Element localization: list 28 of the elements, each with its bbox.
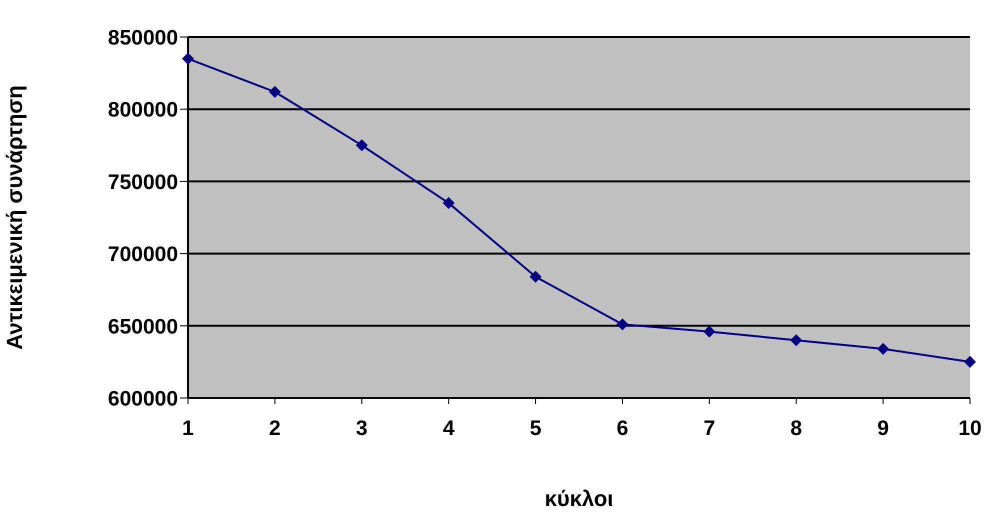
x-tick-label: 6 (616, 416, 628, 440)
x-tick-label: 5 (530, 416, 542, 440)
point (703, 326, 716, 338)
y-tick-label: 800000 (108, 98, 178, 122)
point (442, 197, 455, 210)
x-tick-label: 1 (182, 416, 194, 440)
point (964, 356, 976, 368)
x-tick-label: 9 (877, 416, 889, 440)
x-tick-label: 10 (958, 416, 982, 440)
x-tick-label: 2 (269, 416, 281, 440)
y-tick-label: 750000 (108, 170, 178, 194)
point (356, 139, 368, 152)
point (268, 86, 281, 98)
x-tick-label: 8 (790, 416, 802, 440)
point (530, 270, 542, 283)
x-tick-label: 3 (356, 416, 368, 440)
y-tick-label: 700000 (108, 243, 178, 266)
point (790, 334, 802, 346)
x-axis-title: κύκλοι (544, 486, 614, 511)
y-tick-label: 850000 (108, 26, 178, 50)
y-axis-title: Αντικειμενική συνάρτηση (2, 85, 27, 350)
point (182, 52, 194, 65)
y-tick-label: 600000 (108, 387, 178, 410)
x-tick-label: 7 (703, 416, 716, 440)
point (877, 342, 890, 355)
y-tick-label: 650000 (108, 315, 178, 338)
x-tick-label: 4 (442, 416, 455, 440)
point (616, 318, 628, 330)
